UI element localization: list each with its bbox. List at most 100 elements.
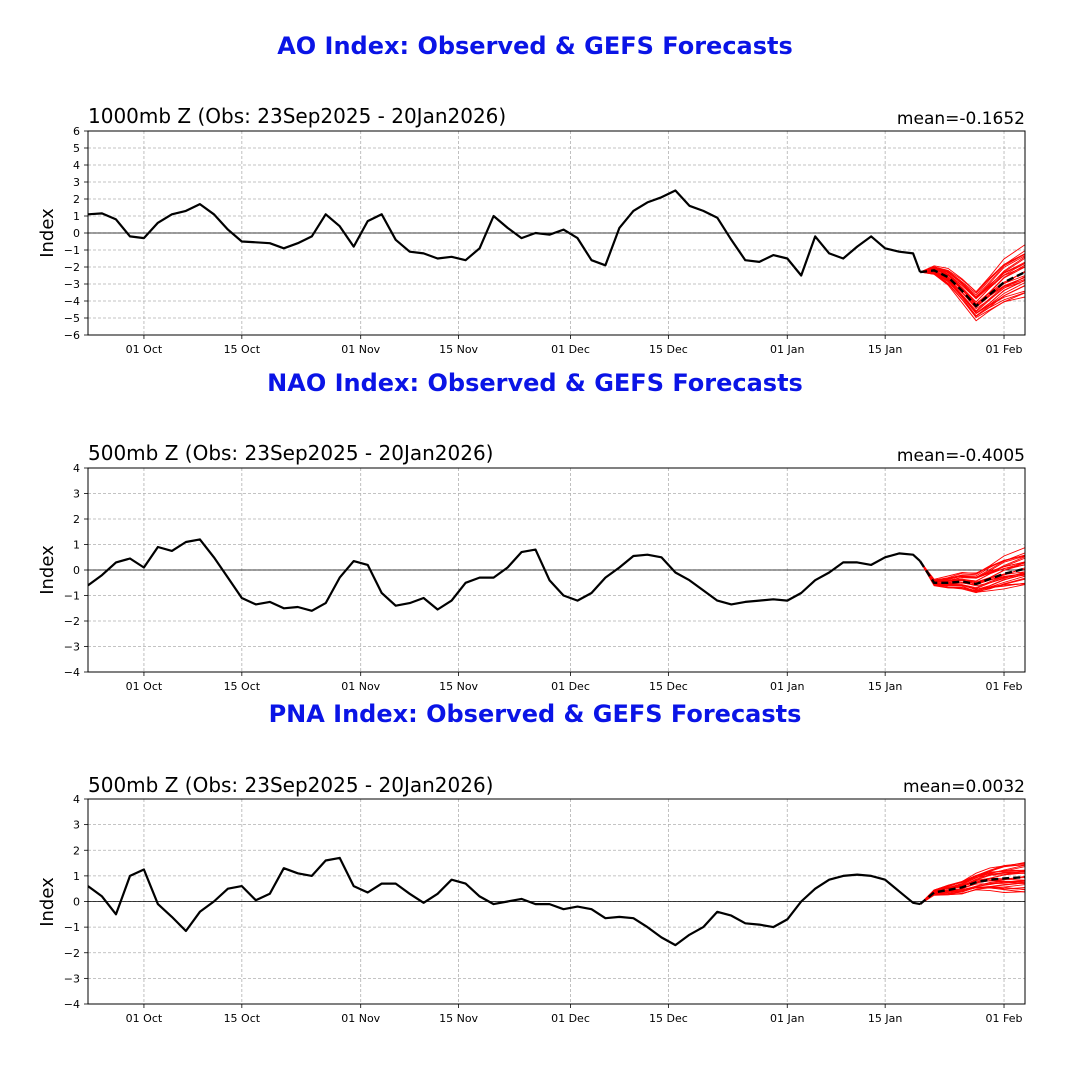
pna-x-tick-label: 01 Nov xyxy=(341,1012,380,1025)
pna-y-tick-label: −3 xyxy=(64,972,80,985)
ao-axes-frame xyxy=(87,130,1026,336)
nao-y-tick-label: 1 xyxy=(73,539,80,552)
nao-axes-frame xyxy=(87,467,1026,673)
pna-series-group xyxy=(88,856,1025,947)
pna-y-axis-label: Index xyxy=(37,877,58,927)
ao-mean-label: mean=-0.1652 xyxy=(897,109,1025,129)
ao-y-tick-label: 2 xyxy=(73,193,80,206)
nao-ensemble-member-line xyxy=(919,555,1025,581)
ao-figure-title: AO Index: Observed & GEFS Forecasts xyxy=(277,32,793,60)
ao-x-tick-label: 01 Oct xyxy=(126,343,163,356)
nao-plot-area: −4 −3 −2 −1 0 1 2 3 4 01 Oct 15 Oct 01 Nov 15 Nov 01 … xyxy=(64,462,1026,693)
pna-x-tick-label: 15 Jan xyxy=(868,1012,902,1025)
pna-axes-frame xyxy=(87,798,1026,1005)
ao-observed-line xyxy=(88,189,922,277)
nao-figure-title: NAO Index: Observed & GEFS Forecasts xyxy=(267,369,803,397)
pna-y-tick-label: 3 xyxy=(73,819,80,832)
nao-y-tick-label: −1 xyxy=(64,590,80,603)
pna-ensemble-member-line xyxy=(919,879,1025,905)
nao-panel: NAO Index: Observed & GEFS Forecasts 500… xyxy=(37,369,1026,693)
pna-ensemble-member-line xyxy=(919,886,1025,905)
nao-y-tick-label: −4 xyxy=(64,666,80,679)
ao-ensemble-member-line xyxy=(919,262,1025,303)
ao-ensemble-member-line xyxy=(920,271,1025,317)
pna-ensemble-member-line xyxy=(919,869,1025,905)
nao-series-group xyxy=(88,538,1025,612)
nao-x-tick-label: 01 Dec xyxy=(551,680,590,693)
pna-mean-label: mean=0.0032 xyxy=(903,777,1025,797)
nao-ensemble-member-line xyxy=(919,560,1025,593)
pna-x-tick-label: 15 Oct xyxy=(224,1012,261,1025)
ao-y-tick-label: −1 xyxy=(64,244,80,257)
nao-x-tick-label: 01 Jan xyxy=(770,680,804,693)
ao-ensemble-member-line xyxy=(919,257,1025,298)
ao-ensemble-member-line xyxy=(920,271,1025,322)
nao-x-tick-label: 15 Nov xyxy=(439,680,478,693)
ao-y-tick-label: 1 xyxy=(73,210,80,223)
ao-panel: AO Index: Observed & GEFS Forecasts 1000… xyxy=(37,32,1026,356)
nao-x-tick-label: 01 Feb xyxy=(986,680,1023,693)
ao-x-tick-label: 15 Jan xyxy=(868,343,902,356)
ao-x-tick-label: 15 Oct xyxy=(224,343,261,356)
pna-subtitle: 500mb Z (Obs: 23Sep2025 - 20Jan2026) xyxy=(88,773,493,797)
pna-x-tick-label: 01 Jan xyxy=(770,1012,804,1025)
pna-x-tick-label: 15 Dec xyxy=(649,1012,688,1025)
ao-y-tick-label: −6 xyxy=(64,329,80,342)
ao-y-tick-label: −4 xyxy=(64,295,80,308)
ao-y-tick-label: 0 xyxy=(73,227,80,240)
nao-x-tick-label: 15 Jan xyxy=(868,680,902,693)
nao-observed-line xyxy=(88,538,921,612)
nao-y-tick-label: −2 xyxy=(64,615,80,628)
nao-x-tick-label: 15 Dec xyxy=(649,680,688,693)
ao-y-tick-label: −3 xyxy=(64,278,80,291)
ao-y-tick-label: 6 xyxy=(73,125,80,138)
ao-ensemble-member-line xyxy=(920,271,1025,314)
nao-x-tick-label: 01 Oct xyxy=(126,680,163,693)
ao-y-tick-label: 3 xyxy=(73,176,80,189)
nao-x-tick-label: 15 Oct xyxy=(224,680,261,693)
nao-mean-label: mean=-0.4005 xyxy=(897,446,1025,466)
nao-ensemble-member-line xyxy=(919,560,1025,592)
pna-x-tick-label: 01 Oct xyxy=(126,1012,163,1025)
pna-ensemble-member-line xyxy=(919,882,1025,905)
pna-observed-line xyxy=(88,856,921,947)
nao-y-tick-label: 3 xyxy=(73,488,80,501)
ao-y-axis-label: Index xyxy=(37,208,58,258)
pna-panel: PNA Index: Observed & GEFS Forecasts 500… xyxy=(37,700,1026,1025)
nao-y-tick-label: −3 xyxy=(64,641,80,654)
pna-y-tick-label: 2 xyxy=(73,844,80,857)
ao-plot-area: −6 −5 −4 −3 −2 −1 0 1 2 3 4 5 6 01 Oct 15 Oct 01 Nov 15 … xyxy=(64,125,1026,356)
nao-x-tick-label: 01 Nov xyxy=(341,680,380,693)
nao-ensemble-member-line xyxy=(919,557,1025,582)
ao-ensemble-member-line xyxy=(919,253,1025,296)
nao-y-axis-label: Index xyxy=(37,545,58,595)
pna-y-tick-label: −4 xyxy=(64,998,80,1011)
nao-ensemble-mean-line xyxy=(919,560,1025,586)
ao-x-tick-label: 15 Nov xyxy=(439,343,478,356)
nao-subtitle: 500mb Z (Obs: 23Sep2025 - 20Jan2026) xyxy=(88,441,493,465)
pna-figure-title: PNA Index: Observed & GEFS Forecasts xyxy=(269,700,802,728)
ao-ensemble-member-line xyxy=(920,271,1025,317)
ao-ensemble-mean-line xyxy=(919,269,1025,308)
ao-x-tick-label: 01 Nov xyxy=(341,343,380,356)
nao-y-tick-label: 0 xyxy=(73,564,80,577)
pna-y-tick-label: 0 xyxy=(73,896,80,909)
pna-y-tick-label: −1 xyxy=(64,921,80,934)
nao-y-tick-label: 2 xyxy=(73,513,80,526)
pna-x-tick-label: 01 Feb xyxy=(986,1012,1023,1025)
pna-y-tick-label: −2 xyxy=(64,947,80,960)
ao-subtitle: 1000mb Z (Obs: 23Sep2025 - 20Jan2026) xyxy=(88,104,506,128)
ao-ensemble-member-line xyxy=(919,255,1025,299)
pna-x-tick-label: 15 Nov xyxy=(439,1012,478,1025)
pna-plot-area: −4 −3 −2 −1 0 1 2 3 4 01 Oct 15 Oct 01 Nov 15 Nov 01 … xyxy=(64,793,1026,1025)
ao-x-tick-label: 01 Jan xyxy=(770,343,804,356)
ao-y-tick-label: −5 xyxy=(64,312,80,325)
pna-y-tick-label: 4 xyxy=(73,793,80,806)
ao-series-group xyxy=(88,189,1025,322)
ao-y-tick-label: 4 xyxy=(73,159,80,172)
nao-y-tick-label: 4 xyxy=(73,462,80,475)
pna-ensemble-member-line xyxy=(919,863,1025,905)
pna-y-tick-label: 1 xyxy=(73,870,80,883)
